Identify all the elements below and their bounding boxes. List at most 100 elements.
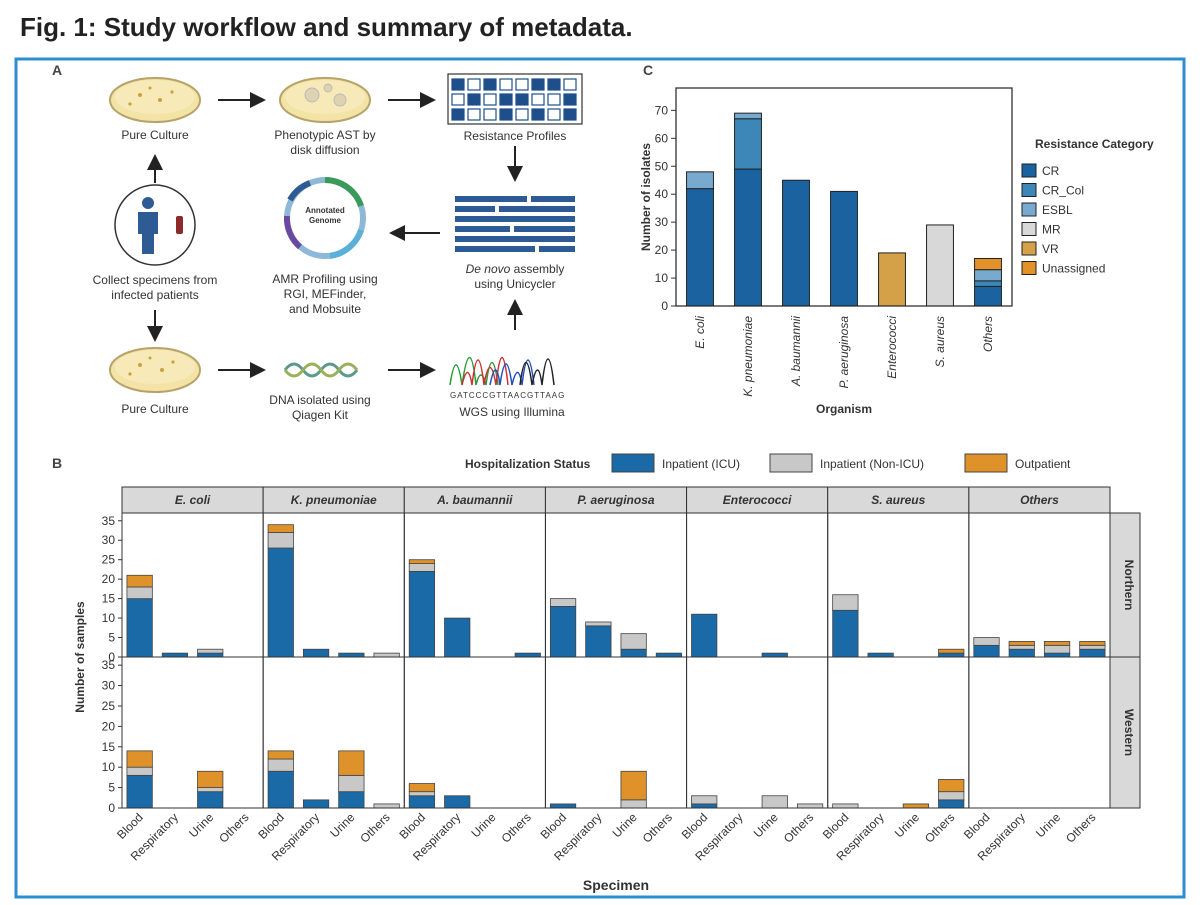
facet-column-label: P. aeruginosa bbox=[577, 493, 654, 507]
workflow-label: disk diffusion bbox=[290, 143, 359, 157]
bar-segment bbox=[373, 803, 400, 809]
bar-segment bbox=[267, 758, 294, 772]
bar-segment bbox=[444, 617, 471, 658]
assembly-contigs bbox=[455, 196, 575, 252]
y-tick-label: 40 bbox=[655, 187, 669, 201]
facet-column-label: A. baumannii bbox=[436, 493, 513, 507]
x-tick-label: A. baumannii bbox=[789, 316, 803, 387]
bar-segment bbox=[1043, 644, 1071, 654]
bar-segment bbox=[878, 252, 906, 307]
x-tick-label: Enterococci bbox=[885, 316, 899, 379]
workflow-label: Qiagen Kit bbox=[292, 408, 349, 422]
x-tick-label: S. aureus bbox=[933, 316, 947, 367]
bar-segment bbox=[267, 750, 294, 760]
y-tick-label: 0 bbox=[661, 299, 668, 313]
bar-segment bbox=[549, 598, 577, 607]
facet-strip bbox=[403, 486, 546, 514]
bar-segment bbox=[338, 774, 365, 793]
x-tick-label: Others bbox=[640, 810, 675, 845]
x-tick-label: Urine bbox=[468, 810, 498, 840]
panel-letter: A bbox=[52, 62, 62, 78]
bar-segment bbox=[408, 791, 436, 797]
bar-segment bbox=[408, 783, 436, 793]
bar-segment bbox=[620, 770, 647, 801]
bar-segment bbox=[938, 648, 965, 654]
legend-swatch bbox=[611, 453, 655, 473]
bar-segment bbox=[338, 652, 365, 658]
workflow: GATCCCGTTAACGTTAAG Pure Culture Phenotyp… bbox=[93, 73, 583, 422]
workflow-label: assembly bbox=[514, 262, 565, 276]
legend-swatch bbox=[1021, 222, 1037, 236]
bar-segment bbox=[974, 269, 1002, 282]
legend-swatch bbox=[769, 453, 813, 473]
bar-segment bbox=[126, 586, 153, 600]
bar-segment bbox=[734, 168, 762, 307]
x-tick-label: Blood bbox=[679, 810, 711, 842]
bar-segment bbox=[408, 563, 436, 572]
workflow-label: infected patients bbox=[111, 288, 198, 302]
bar-segment bbox=[938, 791, 965, 801]
y-tick-label: 20 bbox=[102, 719, 116, 733]
x-axis-label: Organism bbox=[816, 402, 872, 416]
legend-title: Hospitalization Status bbox=[465, 457, 591, 471]
x-tick-label: Others bbox=[357, 810, 392, 845]
workflow-label: Genome bbox=[309, 216, 342, 225]
workflow-label: De novo assembly bbox=[466, 262, 565, 276]
x-tick-label: Urine bbox=[186, 810, 216, 840]
workflow-label: Collect specimens from bbox=[93, 273, 218, 287]
workflow-label: Pure Culture bbox=[121, 402, 189, 416]
bar-segment bbox=[267, 547, 294, 658]
bar-segment bbox=[973, 644, 1000, 658]
bar-segment bbox=[1008, 641, 1035, 646]
plot-frame bbox=[675, 87, 1013, 307]
x-tick-label: Blood bbox=[820, 810, 852, 842]
bar-segment bbox=[408, 559, 436, 564]
bar-segment bbox=[974, 257, 1002, 271]
x-tick-label: Urine bbox=[892, 810, 922, 840]
bar-segment bbox=[686, 188, 714, 307]
bar-segment bbox=[197, 648, 224, 654]
y-tick-label: 0 bbox=[108, 801, 115, 815]
y-tick-label: 30 bbox=[102, 533, 116, 547]
y-tick-label: 5 bbox=[108, 631, 115, 645]
bar-segment bbox=[974, 280, 1002, 287]
facet-column-label: K. pneumoniae bbox=[291, 493, 377, 507]
x-tick-label: Urine bbox=[1033, 810, 1063, 840]
bar-segment bbox=[585, 621, 612, 627]
legend-label: MR bbox=[1042, 223, 1061, 237]
x-tick-label: K. pneumoniae bbox=[741, 316, 755, 397]
y-tick-label: 10 bbox=[655, 271, 669, 285]
x-tick-label: E. coli bbox=[693, 316, 707, 349]
workflow-label: DNA isolated using bbox=[269, 393, 370, 407]
y-tick-label: 15 bbox=[102, 740, 116, 754]
workflow-label: using Unicycler bbox=[474, 277, 555, 291]
bar-segment bbox=[686, 171, 714, 190]
facet-row-label: Northern bbox=[1122, 560, 1136, 611]
facet-panel bbox=[968, 656, 1111, 809]
x-tick-label: Others bbox=[1063, 810, 1098, 845]
workflow-label: AMR Profiling using bbox=[272, 272, 377, 286]
facet-column-label: Others bbox=[1020, 493, 1059, 507]
figure-frame bbox=[14, 57, 1186, 899]
y-tick-label: 25 bbox=[102, 553, 116, 567]
arrow bbox=[147, 92, 523, 378]
bar-segment bbox=[761, 652, 788, 658]
facet-panel bbox=[686, 656, 829, 809]
y-tick-label: 30 bbox=[655, 215, 669, 229]
facet-strip bbox=[121, 486, 264, 514]
bar-segment bbox=[126, 766, 153, 776]
figure-title: Fig. 1: Study workflow and summary of me… bbox=[20, 12, 633, 42]
facet-row-label: Western bbox=[1122, 709, 1136, 756]
legend-label: Outpatient bbox=[1015, 457, 1071, 471]
facet-panel bbox=[968, 512, 1111, 658]
x-tick-label: Others bbox=[922, 810, 957, 845]
bar-segment bbox=[902, 803, 930, 809]
legend-label: CR bbox=[1042, 164, 1060, 178]
bar-segment bbox=[1008, 648, 1035, 658]
genome-ring bbox=[283, 177, 366, 259]
bar-segment bbox=[514, 652, 541, 658]
x-tick-label: Blood bbox=[396, 810, 428, 842]
workflow-label: Resistance Profiles bbox=[464, 129, 567, 143]
